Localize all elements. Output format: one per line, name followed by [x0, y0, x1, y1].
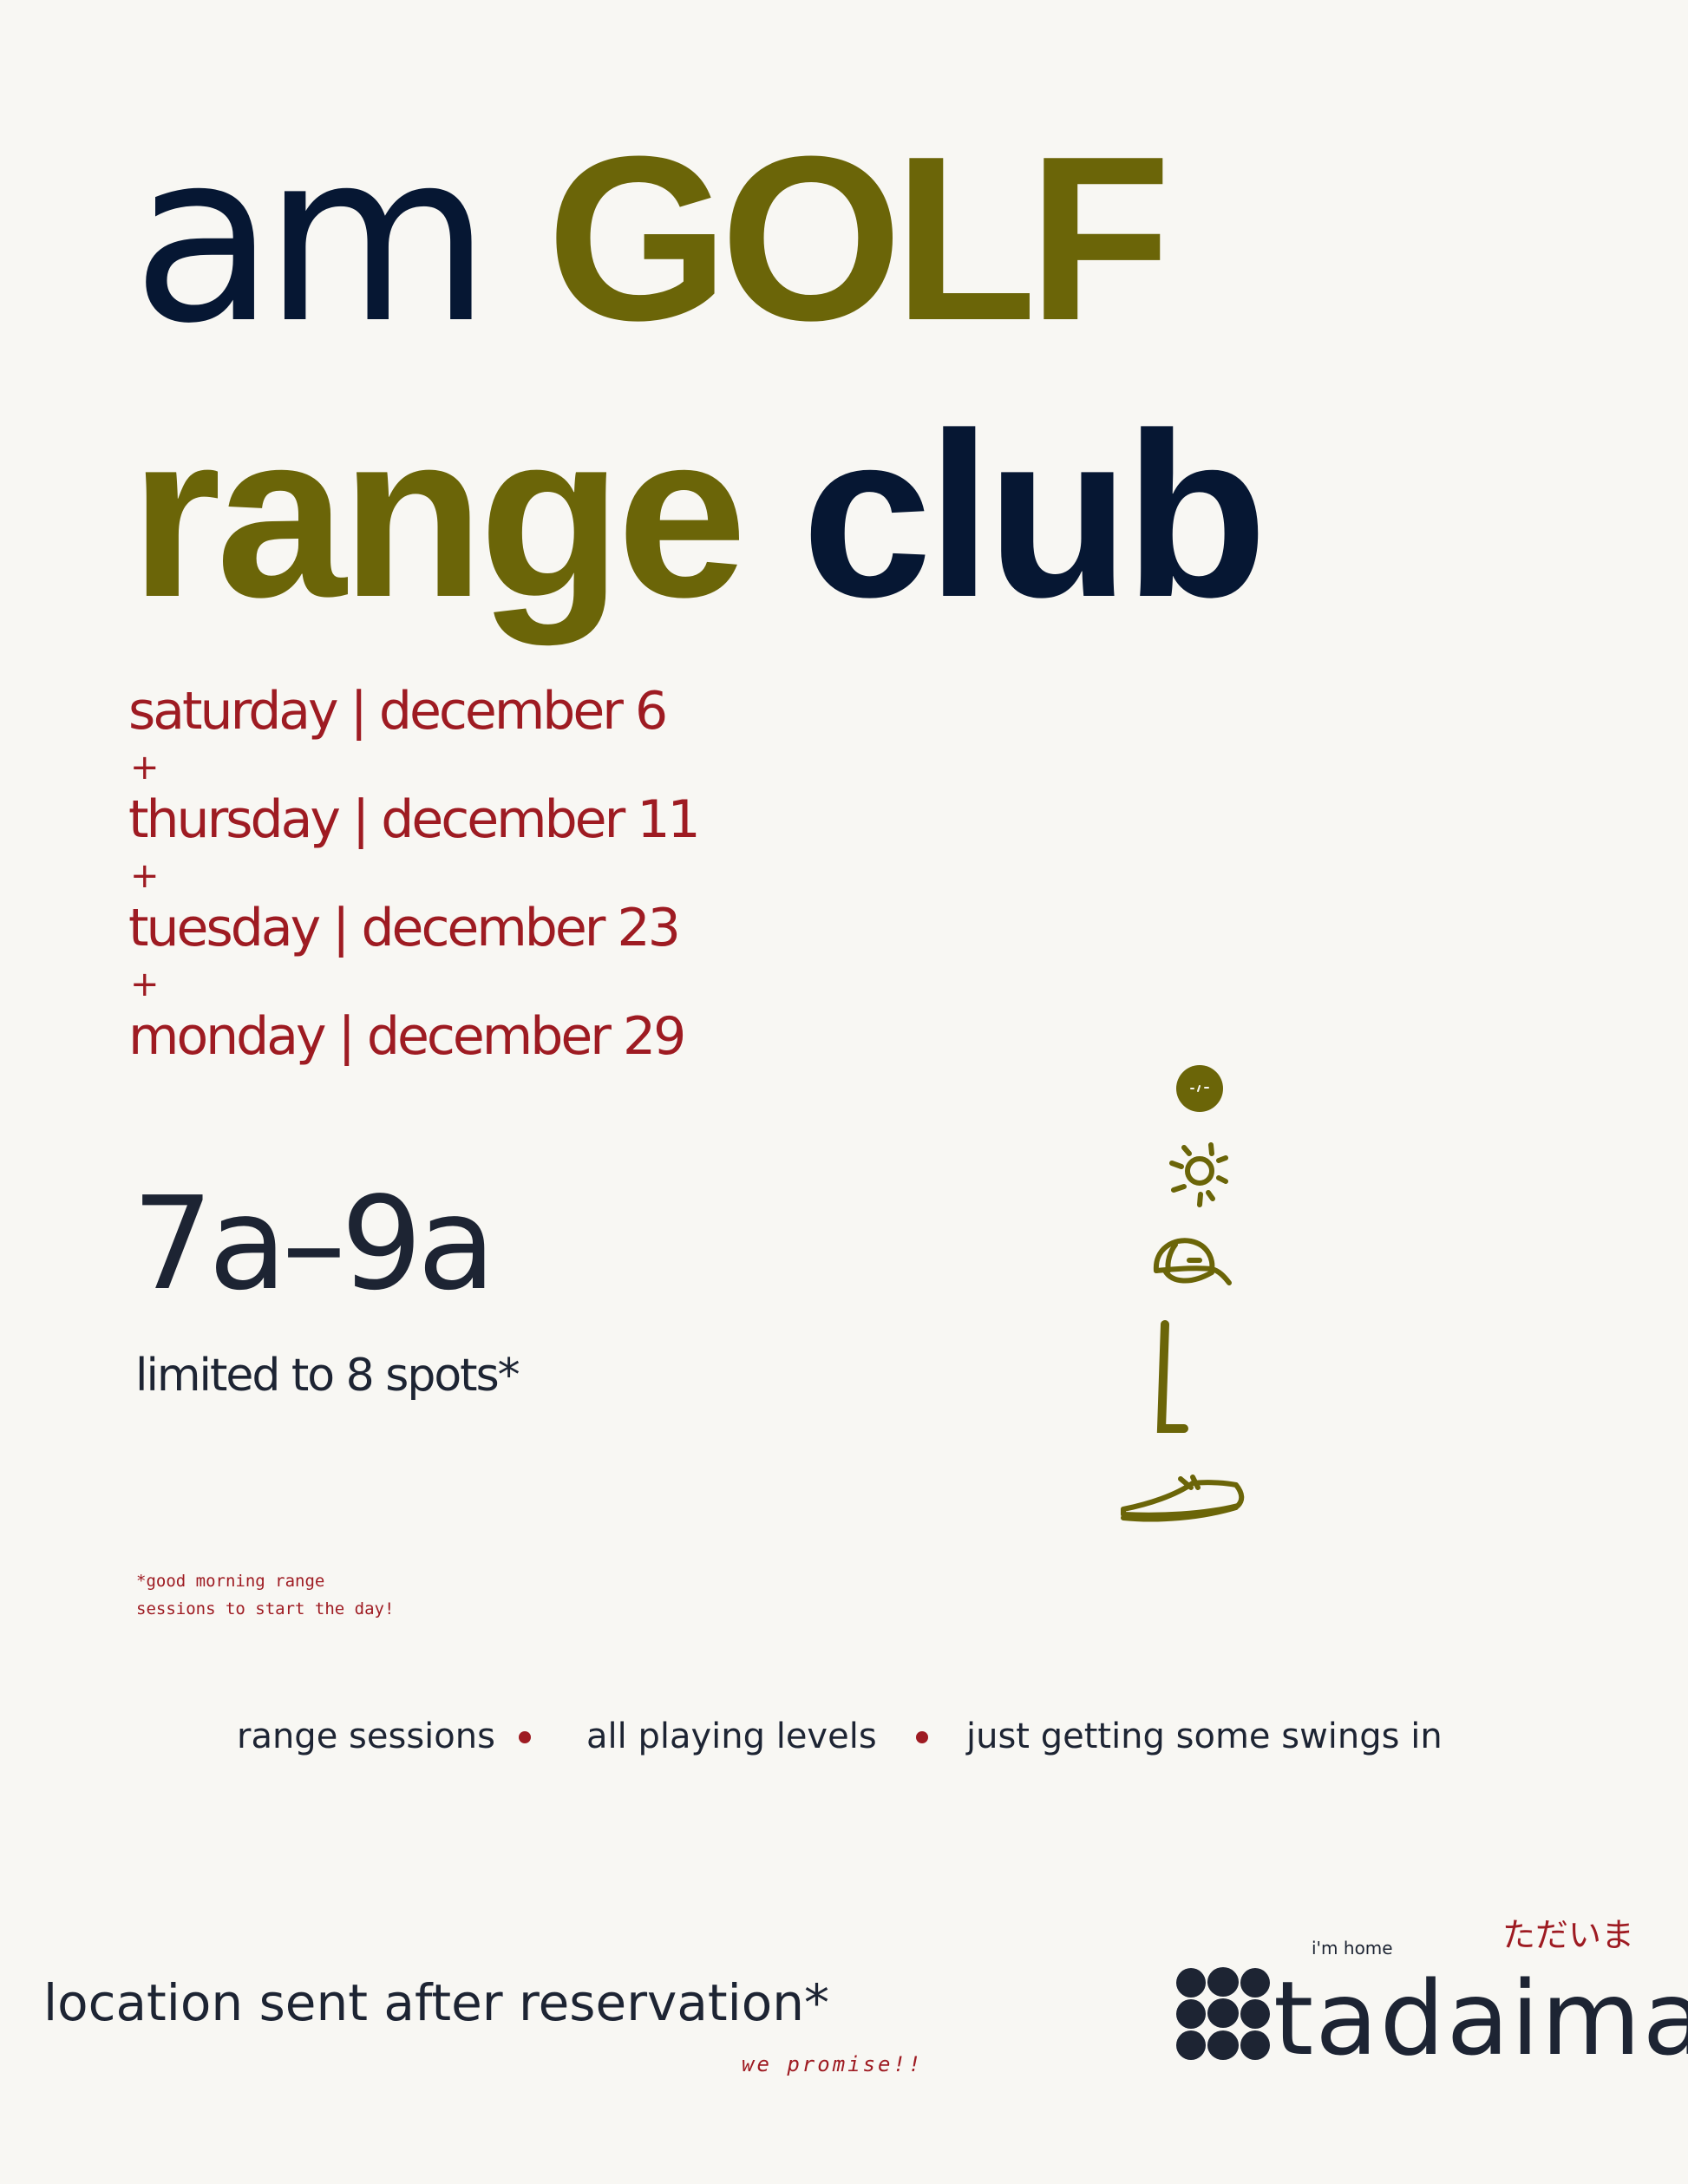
- face-icon: [1176, 1065, 1223, 1112]
- date-1: saturday | december 6: [128, 681, 668, 742]
- plus-separator: +: [130, 856, 160, 896]
- tag-all-levels: all playing levels: [586, 1716, 877, 1756]
- date-3: tuesday | december 23: [128, 898, 681, 958]
- footnote-line-2: sessions to start the day!: [136, 1599, 395, 1618]
- title-range: range: [130, 385, 747, 646]
- time-range: 7a–9a: [132, 1169, 496, 1318]
- title-am: am: [132, 101, 491, 375]
- bullet-dot: [916, 1731, 928, 1743]
- title-line-1: am GOLF: [132, 121, 1171, 356]
- title-golf: GOLF: [546, 108, 1171, 369]
- golf-club-icon: [1156, 1320, 1188, 1433]
- date-4: monday | december 29: [128, 1006, 686, 1067]
- promise-note: we promise!!: [742, 2052, 924, 2076]
- sun-icon: [1169, 1142, 1228, 1207]
- logo-japanese: ただいま: [1502, 1916, 1635, 1954]
- logo-faces-icon: [1176, 1967, 1270, 2060]
- plus-separator: +: [130, 748, 160, 788]
- cap-icon: [1153, 1238, 1232, 1285]
- plus-separator: +: [130, 964, 160, 1004]
- illustration-column: [1121, 1065, 1245, 1522]
- title-club: club: [801, 385, 1267, 646]
- bullet-dot: [519, 1731, 531, 1743]
- tag-range-sessions: range sessions: [237, 1716, 495, 1756]
- title-line-2: range club: [130, 399, 1267, 633]
- location-note: location sent after reservation*: [43, 1973, 830, 2032]
- logo-tagline: i'm home: [1312, 1938, 1393, 1958]
- footnote-line-1: *good morning range: [136, 1572, 325, 1591]
- limited-spots: limited to 8 spots*: [135, 1350, 520, 1402]
- shoe-icon: [1121, 1475, 1245, 1522]
- logo-name: tadaima: [1273, 1958, 1688, 2078]
- date-2: thursday | december 11: [128, 789, 701, 850]
- tag-swings: just getting some swings in: [966, 1716, 1443, 1756]
